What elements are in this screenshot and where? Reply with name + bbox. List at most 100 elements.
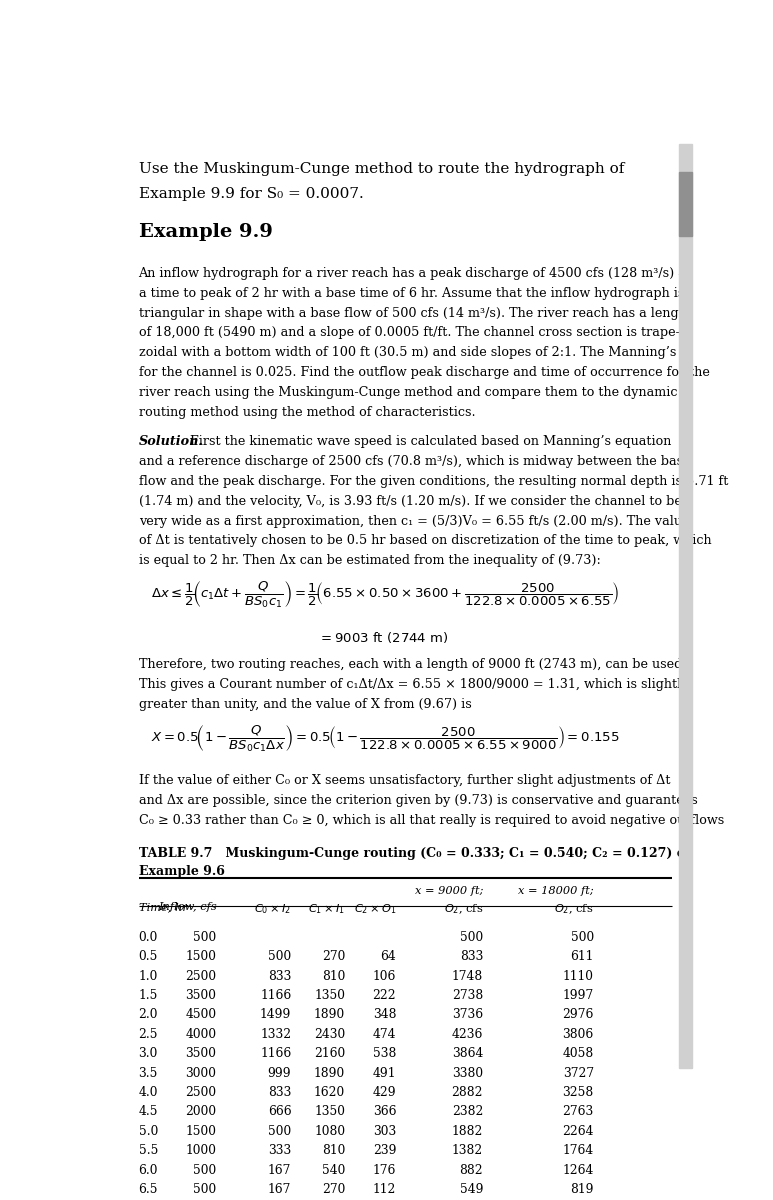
Text: 3.0: 3.0 [138, 1048, 158, 1061]
Text: Example 9.9: Example 9.9 [138, 222, 272, 240]
Text: 64: 64 [380, 950, 397, 964]
Text: 167: 167 [268, 1183, 291, 1196]
Text: 500: 500 [193, 931, 216, 943]
Text: 3500: 3500 [186, 989, 216, 1002]
Text: 270: 270 [322, 950, 346, 964]
Text: 2.5: 2.5 [138, 1028, 158, 1040]
Text: river reach using the Muskingum-Cunge method and compare them to the dynamic: river reach using the Muskingum-Cunge me… [138, 386, 677, 400]
Bar [679, 172, 692, 236]
Text: x = 9000 ft;: x = 9000 ft; [414, 886, 483, 895]
Text: 4.5: 4.5 [138, 1105, 158, 1118]
Text: 2160: 2160 [314, 1048, 346, 1061]
Text: 1500: 1500 [186, 950, 216, 964]
Text: 3258: 3258 [563, 1086, 594, 1099]
Text: 1500: 1500 [186, 1124, 216, 1138]
Text: 333: 333 [268, 1145, 291, 1157]
Text: 1000: 1000 [186, 1145, 216, 1157]
Text: 3864: 3864 [451, 1048, 483, 1061]
Text: 999: 999 [267, 1067, 291, 1080]
Text: 1890: 1890 [314, 1067, 346, 1080]
Text: 4236: 4236 [451, 1028, 483, 1040]
Text: 2763: 2763 [563, 1105, 594, 1118]
Text: 611: 611 [570, 950, 594, 964]
Text: 500: 500 [460, 931, 483, 943]
Text: 833: 833 [268, 970, 291, 983]
Text: An inflow hydrograph for a river reach has a peak discharge of 4500 cfs (128 m³/: An inflow hydrograph for a river reach h… [138, 266, 692, 280]
Text: 3736: 3736 [452, 1008, 483, 1021]
Text: $C_2 \times O_1$: $C_2 \times O_1$ [353, 902, 397, 916]
Text: 1350: 1350 [315, 1105, 346, 1118]
Text: routing method using the method of characteristics.: routing method using the method of chara… [138, 406, 475, 419]
Text: $O_2$, cfs: $O_2$, cfs [554, 902, 594, 916]
Text: 1882: 1882 [451, 1124, 483, 1138]
Text: 500: 500 [193, 1164, 216, 1177]
Text: 429: 429 [373, 1086, 397, 1099]
Text: 1.5: 1.5 [138, 989, 158, 1002]
Text: greater than unity, and the value of X from (9.67) is: greater than unity, and the value of X f… [138, 698, 472, 710]
Text: 819: 819 [570, 1183, 594, 1196]
Text: First the kinematic wave speed is calculated based on Manning’s equation: First the kinematic wave speed is calcul… [182, 436, 672, 448]
Text: 3380: 3380 [452, 1067, 483, 1080]
Text: Time, hr: Time, hr [138, 902, 187, 912]
Text: 2382: 2382 [451, 1105, 483, 1118]
Text: and Δx are possible, since the criterion given by (9.73) is conservative and gua: and Δx are possible, since the criterion… [138, 794, 697, 808]
Text: 167: 167 [268, 1164, 291, 1177]
Text: 270: 270 [322, 1183, 346, 1196]
Text: 500: 500 [268, 950, 291, 964]
Text: 491: 491 [373, 1067, 397, 1080]
Text: 5.0: 5.0 [138, 1124, 158, 1138]
Text: 1748: 1748 [451, 970, 483, 983]
Text: 1264: 1264 [563, 1164, 594, 1177]
Text: 1166: 1166 [260, 989, 291, 1002]
Text: 1.0: 1.0 [138, 970, 158, 983]
Text: 3000: 3000 [186, 1067, 216, 1080]
Text: This gives a Courant number of c₁Δt/Δx = 6.55 × 1800/9000 = 1.31, which is sligh: This gives a Courant number of c₁Δt/Δx =… [138, 678, 688, 691]
Text: 2.0: 2.0 [138, 1008, 158, 1021]
Text: $C_1 \times I_1$: $C_1 \times I_1$ [308, 902, 346, 916]
Text: 1620: 1620 [314, 1086, 346, 1099]
Text: 2264: 2264 [562, 1124, 594, 1138]
Text: 4500: 4500 [186, 1008, 216, 1021]
Text: 810: 810 [322, 970, 346, 983]
Text: 2500: 2500 [186, 1086, 216, 1099]
Text: 3806: 3806 [563, 1028, 594, 1040]
Text: a time to peak of 2 hr with a base time of 6 hr. Assume that the inflow hydrogra: a time to peak of 2 hr with a base time … [138, 287, 684, 300]
Text: $O_2$, cfs: $O_2$, cfs [444, 902, 483, 916]
Text: 549: 549 [459, 1183, 483, 1196]
Text: If the value of either C₀ or X seems unsatisfactory, further slight adjustments : If the value of either C₀ or X seems uns… [138, 774, 670, 787]
Text: zoidal with a bottom width of 100 ft (30.5 m) and side slopes of 2:1. The Mannin: zoidal with a bottom width of 100 ft (30… [138, 347, 688, 359]
Text: and a reference discharge of 2500 cfs (70.8 m³/s), which is midway between the b: and a reference discharge of 2500 cfs (7… [138, 455, 690, 468]
Text: x = 18000 ft;: x = 18000 ft; [518, 886, 594, 895]
Text: (1.74 m) and the velocity, V₀, is 3.93 ft/s (1.20 m/s). If we consider the chann: (1.74 m) and the velocity, V₀, is 3.93 f… [138, 494, 682, 508]
Text: 1499: 1499 [260, 1008, 291, 1021]
Text: 540: 540 [322, 1164, 346, 1177]
Text: Use the Muskingum-Cunge method to route the hydrograph of: Use the Muskingum-Cunge method to route … [138, 162, 624, 176]
Text: 2000: 2000 [186, 1105, 216, 1118]
Text: 2738: 2738 [451, 989, 483, 1002]
Text: 5.5: 5.5 [138, 1145, 158, 1157]
Text: 366: 366 [373, 1105, 397, 1118]
Text: of 18,000 ft (5490 m) and a slope of 0.0005 ft/ft. The channel cross section is : of 18,000 ft (5490 m) and a slope of 0.0… [138, 326, 679, 340]
Text: 474: 474 [373, 1028, 397, 1040]
Text: 6.0: 6.0 [138, 1164, 158, 1177]
Text: for the channel is 0.025. Find the outflow peak discharge and time of occurrence: for the channel is 0.025. Find the outfl… [138, 366, 710, 379]
Text: of Δt is tentatively chosen to be 0.5 hr based on discretization of the time to : of Δt is tentatively chosen to be 0.5 hr… [138, 534, 711, 547]
Text: 833: 833 [268, 1086, 291, 1099]
Text: very wide as a first approximation, then c₁ = (5/3)V₀ = 6.55 ft/s (2.00 m/s). Th: very wide as a first approximation, then… [138, 515, 689, 528]
Text: 500: 500 [193, 1183, 216, 1196]
Text: 176: 176 [373, 1164, 397, 1177]
Text: 0.5: 0.5 [138, 950, 158, 964]
Text: 1350: 1350 [315, 989, 346, 1002]
Text: 2430: 2430 [314, 1028, 346, 1040]
Text: Solution.: Solution. [138, 436, 203, 448]
Text: 810: 810 [322, 1145, 346, 1157]
Text: 500: 500 [570, 931, 594, 943]
Text: 1997: 1997 [563, 989, 594, 1002]
Text: Therefore, two routing reaches, each with a length of 9000 ft (2743 m), can be u: Therefore, two routing reaches, each wit… [138, 659, 686, 671]
Text: 3500: 3500 [186, 1048, 216, 1061]
Text: 3727: 3727 [563, 1067, 594, 1080]
Text: 4058: 4058 [563, 1048, 594, 1061]
Text: 2500: 2500 [186, 970, 216, 983]
Text: $= 9003\ \mathrm{ft}\ (2744\ \mathrm{m})$: $= 9003\ \mathrm{ft}\ (2744\ \mathrm{m})… [318, 630, 449, 646]
Text: 4000: 4000 [186, 1028, 216, 1040]
